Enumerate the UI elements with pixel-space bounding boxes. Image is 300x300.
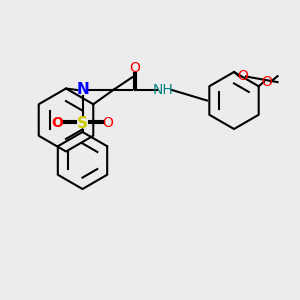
Text: O: O bbox=[103, 116, 113, 130]
Text: NH: NH bbox=[153, 83, 174, 97]
Text: O: O bbox=[51, 116, 63, 130]
Text: O: O bbox=[237, 70, 248, 83]
Text: N: N bbox=[76, 82, 89, 98]
Text: S: S bbox=[77, 116, 88, 130]
Text: O: O bbox=[130, 61, 140, 74]
Text: O: O bbox=[262, 75, 272, 89]
